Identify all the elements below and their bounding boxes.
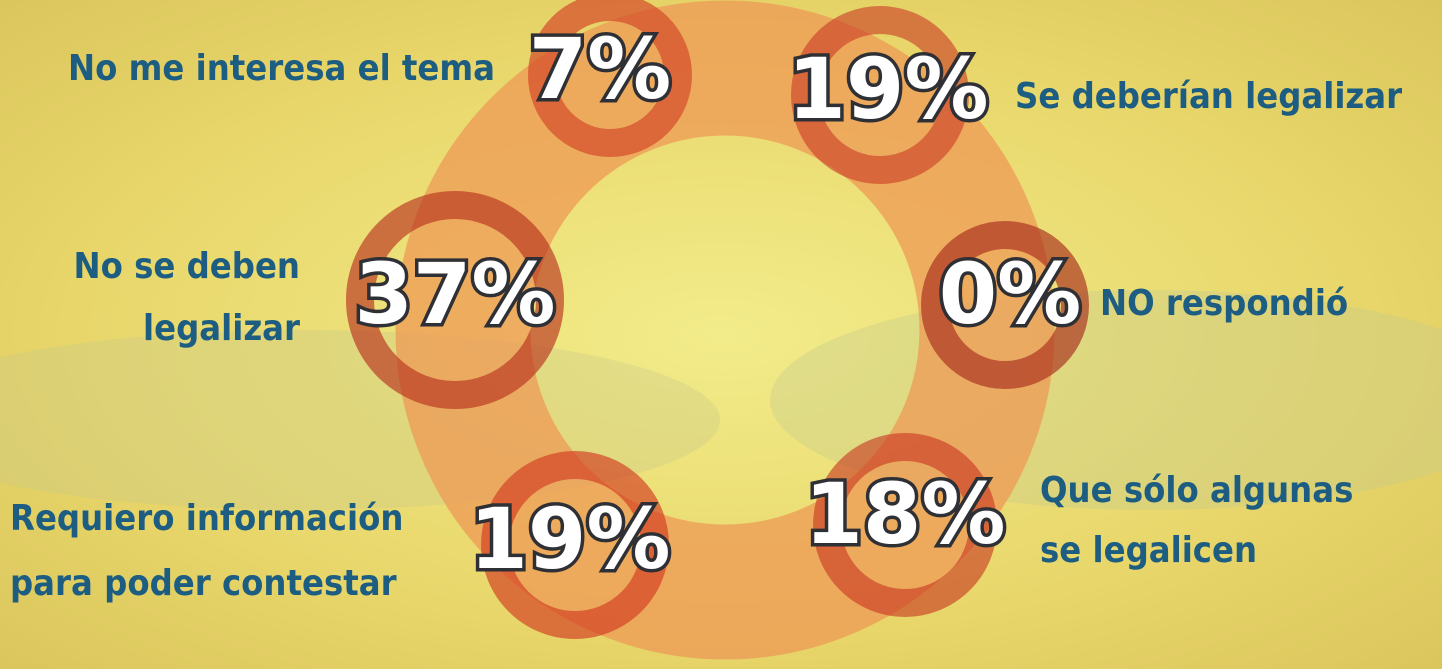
accent <box>481 451 669 639</box>
label: para poder contestar <box>10 563 397 604</box>
label: Que sólo algunas <box>1040 470 1353 511</box>
label: Requiero información <box>10 498 403 539</box>
label: se legalicen <box>1040 530 1257 571</box>
label: No me interesa el tema <box>68 48 495 89</box>
label: No se deben <box>73 246 300 287</box>
accent <box>528 0 692 157</box>
accent <box>921 221 1089 389</box>
percent: 19% <box>787 40 988 138</box>
accent <box>791 6 969 184</box>
percent: 37% <box>354 245 555 343</box>
percent: 0% <box>939 245 1082 343</box>
ring-accents <box>346 0 1089 639</box>
ring <box>395 0 1055 660</box>
label: NO respondió <box>1100 283 1348 324</box>
label: legalizar <box>143 308 300 349</box>
accent <box>813 433 997 617</box>
percent: 7% <box>529 20 672 118</box>
percent: 18% <box>804 465 1005 563</box>
label: Se deberían legalizar <box>1015 76 1402 117</box>
accent <box>346 191 564 409</box>
percent: 19% <box>469 490 670 588</box>
